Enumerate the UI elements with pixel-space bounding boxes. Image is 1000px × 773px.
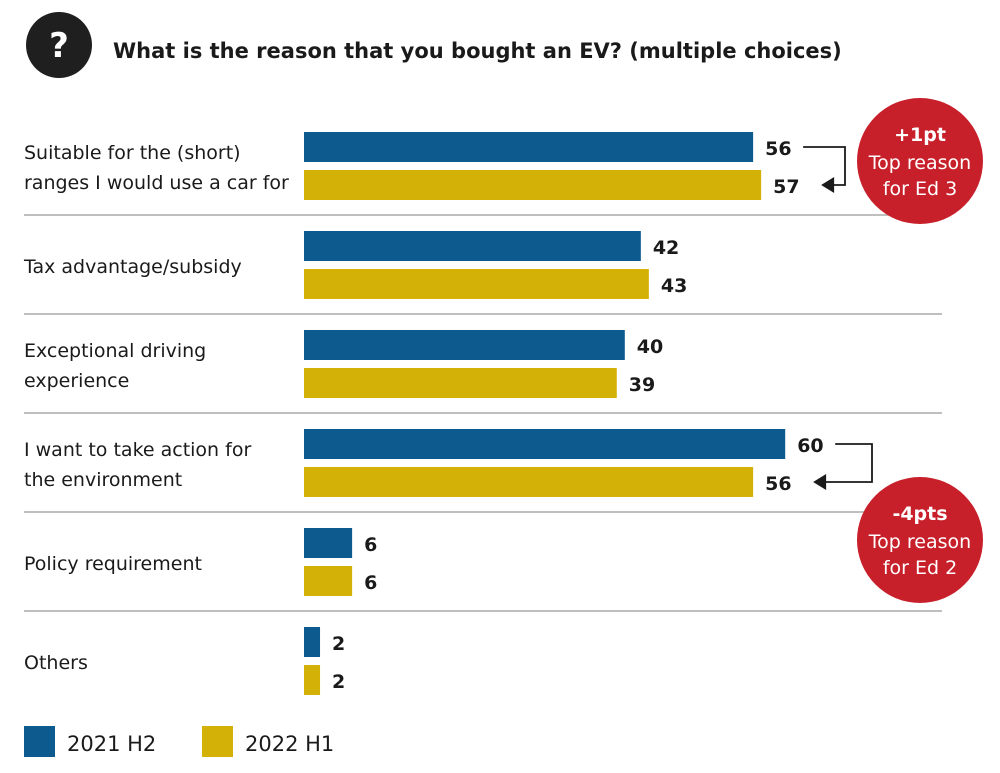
legend-label: 2021 H2 <box>67 732 156 756</box>
callout-text: for Ed 3 <box>883 178 957 200</box>
legend-swatch <box>202 726 233 757</box>
arrow-left-icon <box>813 474 827 490</box>
callout-headline: +1pt <box>894 124 946 146</box>
data-label: 56 <box>765 473 791 495</box>
callout-circle <box>857 477 983 603</box>
data-label: 39 <box>629 374 655 396</box>
bar-2021-h2 <box>304 330 625 360</box>
bar-2022-h1 <box>304 467 754 497</box>
bar-2021-h2 <box>304 231 641 261</box>
data-label: 6 <box>364 534 377 556</box>
callout-text: for Ed 2 <box>883 557 957 579</box>
category-label: the environment <box>24 469 182 491</box>
category-label: Tax advantage/subsidy <box>23 256 242 278</box>
data-label: 40 <box>637 336 663 358</box>
data-label: 2 <box>332 671 345 693</box>
category-label: I want to take action for <box>24 439 251 461</box>
question-mark-glyph: ? <box>49 26 69 66</box>
bar-2022-h1 <box>304 368 617 398</box>
callout-text: Top reason <box>868 152 971 174</box>
arrow-left-icon <box>821 177 835 193</box>
category-label: experience <box>24 370 129 392</box>
category-label: Suitable for the (short) <box>24 142 241 164</box>
legend-label: 2022 H1 <box>245 732 334 756</box>
category-label: Policy requirement <box>24 553 202 575</box>
chart-title: What is the reason that you bought an EV… <box>113 39 842 63</box>
data-label: 60 <box>797 435 823 457</box>
connector-line <box>825 443 873 483</box>
category-label: Others <box>24 652 88 674</box>
legend-swatch <box>24 726 55 757</box>
data-label: 57 <box>773 176 799 198</box>
category-label: Exceptional driving <box>24 340 206 362</box>
bar-2022-h1 <box>304 170 762 200</box>
category-label: ranges I would use a car for <box>24 172 289 194</box>
data-label: 42 <box>653 237 679 259</box>
bar-2021-h2 <box>304 132 754 162</box>
bar-2021-h2 <box>304 528 353 558</box>
data-label: 6 <box>364 572 377 594</box>
bar-2021-h2 <box>304 627 321 657</box>
connector-line <box>803 146 846 186</box>
callout-circle <box>857 98 983 224</box>
data-label: 56 <box>765 138 791 160</box>
callout-headline: -4pts <box>892 503 947 525</box>
callout-text: Top reason <box>868 531 971 553</box>
bar-2022-h1 <box>304 566 353 596</box>
question-mark-icon <box>26 12 92 78</box>
bar-2022-h1 <box>304 269 649 299</box>
bar-2022-h1 <box>304 665 321 695</box>
data-label: 43 <box>661 275 687 297</box>
bar-2021-h2 <box>304 429 786 459</box>
data-label: 2 <box>332 633 345 655</box>
